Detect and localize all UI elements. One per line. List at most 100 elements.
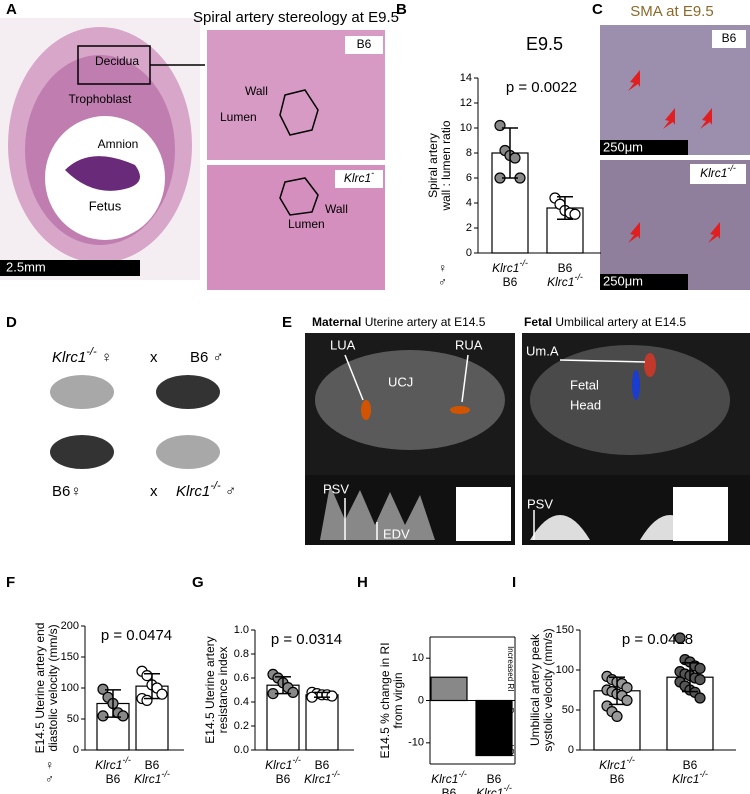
panel-title: Spiral artery stereology at E9.5 <box>193 9 399 26</box>
cross-label: B6 ♂ <box>190 349 224 366</box>
chart-title: E9.5 <box>526 34 563 54</box>
panel-letter: C <box>592 1 603 18</box>
y-tick-label: 0.0 <box>234 744 249 756</box>
x-tick-label: B6 <box>276 772 291 786</box>
text-part: Klrc1 <box>52 349 86 366</box>
arrow <box>628 222 640 243</box>
title-bold: Maternal <box>312 315 361 329</box>
panel-title: Maternal Uterine artery at E14.5 <box>312 315 486 329</box>
y-axis-label: diastolic velocity (mm/s) <box>46 624 60 751</box>
image-label: Lumen <box>288 217 325 231</box>
flow-signal <box>632 370 640 400</box>
data-point <box>694 692 706 704</box>
label: Um.A <box>526 343 559 358</box>
text-part: -/- <box>292 755 301 765</box>
text-part: -/- <box>331 769 340 779</box>
text-part: - <box>371 168 374 178</box>
text-part: Klrc1 <box>599 758 626 772</box>
x-tick-label: Klrc1-/- <box>476 783 512 794</box>
data-point <box>694 662 706 675</box>
scale-label: 250μm <box>603 273 643 288</box>
sex-label: ♂ <box>45 772 54 786</box>
x-tick-label: Klrc1-/- <box>672 769 708 786</box>
data-point <box>156 688 168 700</box>
data-point <box>494 119 506 132</box>
sex-label: ♀ <box>438 261 447 275</box>
x-tick-label: B6 <box>106 772 121 786</box>
pointers <box>344 354 646 540</box>
label: EDV <box>383 526 410 541</box>
section-label: Trophoblast <box>69 92 133 106</box>
label: PSV <box>323 481 349 496</box>
flow-signal <box>644 353 656 377</box>
panel-letter: D <box>6 314 17 331</box>
bar <box>475 699 513 757</box>
data-point <box>141 694 153 707</box>
y-tick-label: 10 <box>412 652 424 664</box>
y-tick-label: -10 <box>408 737 424 749</box>
text-part: Klrc1 <box>431 772 458 786</box>
data-point <box>674 632 686 644</box>
section-label: Decidua <box>95 54 139 68</box>
x-tick-label: Klrc1-/- <box>95 755 131 772</box>
cross-label: B6♀ <box>52 483 82 500</box>
data-point <box>569 208 581 220</box>
x-tick-label: Klrc1-/- <box>599 755 635 772</box>
text-part: Klrc1 <box>476 786 503 794</box>
scale-label: 2.5mm <box>6 259 46 274</box>
scale-bar <box>600 274 688 290</box>
x-tick-label: B6 <box>145 758 160 772</box>
text-part: Klrc1 <box>672 772 699 786</box>
arrow <box>628 70 640 91</box>
mouse <box>50 375 114 409</box>
arrow <box>708 222 720 243</box>
y-tick-label: 2 <box>466 222 472 234</box>
side-annotation: Increased RI <box>506 646 515 691</box>
text-part: ♂ <box>221 483 236 500</box>
pointer <box>559 359 646 363</box>
text-part: -/- <box>458 769 467 779</box>
text-part: Klrc1 <box>700 166 727 180</box>
y-tick-label: 14 <box>460 72 472 84</box>
scale-label: 250μm <box>603 139 643 154</box>
panel-title: SMA at E9.5 <box>630 3 713 20</box>
y-tick-label: 0.8 <box>234 648 249 660</box>
inset <box>673 487 728 541</box>
cross-label: x <box>150 483 158 500</box>
strain-label: Klrc1-/- <box>700 163 736 180</box>
y-tick-label: 100 <box>61 682 79 694</box>
label: RUA <box>455 337 483 352</box>
flow-signal <box>450 406 470 414</box>
x-tick-label: Klrc1-/- <box>265 755 301 772</box>
arrows <box>628 70 720 243</box>
strain-label: Klrc1- <box>344 168 374 185</box>
data-point <box>509 152 521 164</box>
text-part: -/- <box>86 346 97 358</box>
y-axis-label: systolic velocity (mm/s) <box>541 628 555 751</box>
panel-letter: E <box>282 314 292 331</box>
y-tick-label: 1.0 <box>234 624 249 636</box>
y-axis-label: E14.5 Uterine artery <box>203 636 217 743</box>
data-point <box>694 673 706 686</box>
scale-bar <box>0 260 140 276</box>
x-tick-label: B6 <box>315 758 330 772</box>
text-part: Klrc1 <box>304 772 331 786</box>
mouse <box>156 435 220 469</box>
label: Head <box>570 397 601 412</box>
data-point <box>621 681 633 694</box>
y-tick-label: 150 <box>61 651 79 663</box>
x-tick-label: Klrc1-/- <box>304 769 340 786</box>
y-tick-label: 0.2 <box>234 720 249 732</box>
image-label: Wall <box>245 84 268 98</box>
x-tick-label: Klrc1-/- <box>431 769 467 786</box>
panel-letter: H <box>357 574 368 591</box>
text-part: Klrc1 <box>265 758 292 772</box>
label-box <box>345 36 383 54</box>
arrow <box>663 108 675 129</box>
bar <box>305 694 339 751</box>
strain-label: B6 <box>357 37 372 51</box>
x-tick-label: B6 <box>442 786 457 794</box>
panel-letter: I <box>512 574 516 591</box>
strain-label: B6 <box>722 31 737 45</box>
text-part: -/- <box>699 769 708 779</box>
